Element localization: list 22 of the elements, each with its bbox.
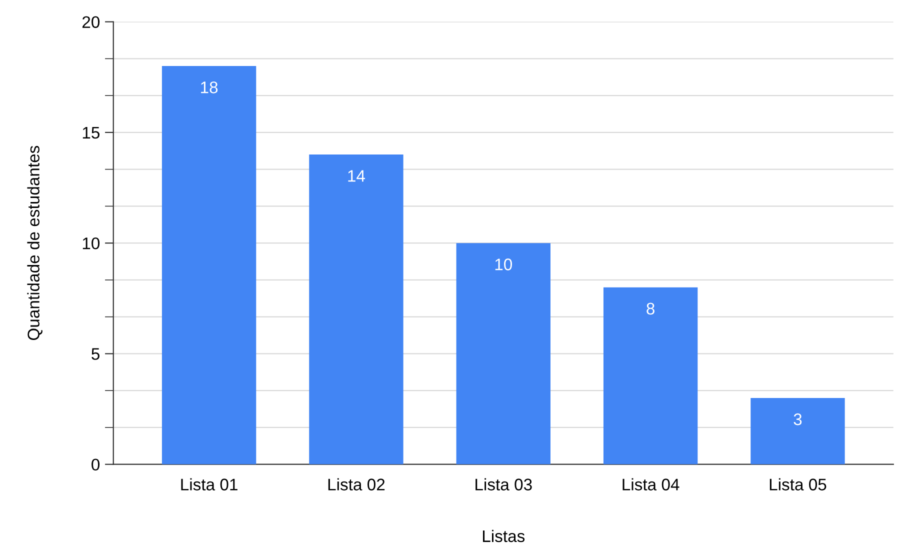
y-tick-label: 10 xyxy=(82,237,100,250)
y-tick-label: 5 xyxy=(92,348,100,360)
data-label: 14 xyxy=(348,170,365,182)
x-tick-label: Lista 01 xyxy=(181,478,238,490)
x-axis-title: Listas xyxy=(482,530,525,542)
x-tick-label: Lista 05 xyxy=(770,478,826,490)
y-axis-title: Quantidade de estudantes xyxy=(27,146,42,340)
y-tick-label: 0 xyxy=(92,458,100,471)
data-label: 3 xyxy=(794,413,802,426)
data-label: 10 xyxy=(495,258,512,270)
x-tick-label: Lista 02 xyxy=(328,478,385,490)
bar xyxy=(162,66,256,464)
y-tick-label: 15 xyxy=(82,127,100,139)
y-tick-label: 20 xyxy=(82,16,100,28)
data-label: 8 xyxy=(646,302,654,315)
data-label: 18 xyxy=(201,82,218,94)
bar xyxy=(750,398,845,464)
x-tick-label: Lista 03 xyxy=(476,478,532,490)
bar xyxy=(603,287,698,464)
x-tick-label: Lista 04 xyxy=(622,478,680,490)
bar xyxy=(456,243,550,464)
bar xyxy=(309,154,404,464)
